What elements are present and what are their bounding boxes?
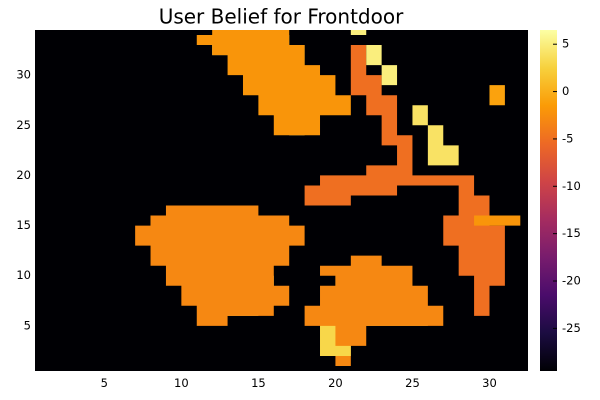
colorbar-tick-label: -5 [562, 131, 573, 145]
y-tick-label: 25 [16, 118, 31, 132]
colorbar-tick-label: -10 [562, 179, 581, 193]
heatmap-region-4 [135, 205, 305, 326]
x-tick-label: 25 [405, 376, 420, 390]
heatmap-region-8 [304, 45, 505, 316]
x-axis-ticks: 5 10 15 20 25 30 [101, 376, 497, 390]
heatmap-region-9 [350, 30, 398, 86]
heatmap-region-10 [489, 85, 505, 106]
heatmap-region-2 [196, 30, 351, 136]
colorbar-tick-label: 5 [562, 37, 569, 51]
colorbar [540, 30, 557, 371]
plot-area [35, 30, 528, 371]
colorbar-tick-label: -15 [562, 226, 581, 240]
colorbar-tick-label: 0 [562, 84, 569, 98]
colorbar-tick-label: -20 [562, 274, 581, 288]
x-tick-label: 5 [101, 376, 108, 390]
y-tick-label: 30 [16, 68, 31, 82]
x-tick-label: 30 [482, 376, 497, 390]
colorbar-ticks: 5 0 -5 -10 -15 -20 -25 [553, 37, 581, 335]
y-tick-label: 5 [24, 318, 31, 332]
heatmap-region-11 [474, 215, 521, 226]
y-tick-label: 10 [16, 268, 31, 282]
chart-title: User Belief for Frontdoor [159, 5, 404, 29]
x-tick-label: 20 [328, 376, 343, 390]
heatmap-region-7 [412, 105, 459, 166]
y-axis-ticks: 5 10 15 20 25 30 [16, 68, 31, 333]
y-tick-label: 15 [16, 218, 31, 232]
heatmap-region-12 [320, 325, 351, 356]
x-tick-label: 15 [251, 376, 266, 390]
x-tick-label: 10 [174, 376, 189, 390]
colorbar-tick-label: -25 [562, 321, 581, 335]
y-tick-label: 20 [16, 168, 31, 182]
heatmap-cells [135, 30, 521, 366]
heatmap-region-6 [304, 255, 444, 366]
